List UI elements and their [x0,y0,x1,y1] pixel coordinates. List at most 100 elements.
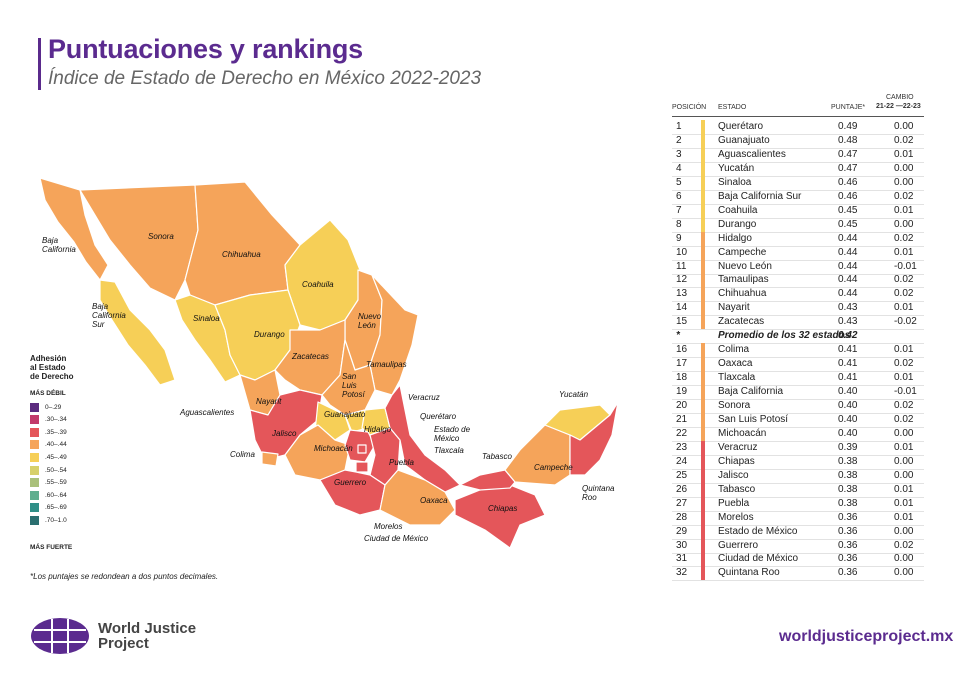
state-cell: Puebla [718,497,750,509]
change-cell: 0.00 [894,469,914,481]
col-header-position: POSICIÓN [672,104,707,111]
map-label: Baja California [42,236,76,254]
map-label: Sonora [148,232,174,241]
rank-cell: 18 [676,372,688,384]
legend-item: .40–.44 [30,440,67,450]
legend-label: 0–.29 [45,403,62,411]
table-row: 24 Chiapas 0.38 0.00 [672,454,924,470]
table-row: 7 Coahuila 0.45 0.01 [672,203,924,219]
legend-swatch [30,478,39,488]
website-url[interactable]: worldjusticeproject.mx [779,628,954,645]
score-color-bar [701,147,705,162]
state-cell: Campeche [718,246,767,258]
legend-item: .45–.49 [30,452,67,462]
rank-cell: * [676,330,680,342]
score-cell: 0.36 [838,525,858,537]
score-color-bar [701,552,705,567]
legend-label: .65–.69 [45,504,67,512]
row-divider [672,343,924,345]
rank-cell: 6 [676,190,682,202]
score-cell: 0.44 [838,260,858,272]
row-divider [672,440,924,442]
row-divider [672,245,924,247]
change-cell: 0.02 [894,413,914,425]
change-cell: 0.01 [894,441,914,453]
score-cell: 0.36 [838,539,858,551]
legend-item: .60–.64 [30,490,67,500]
score-color-bar [701,371,705,386]
map-label: Chiapas [488,504,518,513]
rank-cell: 14 [676,302,688,314]
table-row: 23 Veracruz 0.39 0.01 [672,440,924,456]
title-accent-bar [38,38,41,90]
col-header-score: PUNTAJE* [831,104,866,111]
score-color-bar [701,399,705,413]
map-label: Colima [230,450,255,459]
change-cell: 0.01 [894,497,914,509]
page-subtitle: Índice de Estado de Derecho en México 20… [48,68,482,89]
legend-item: .70–1.0 [30,515,67,525]
state-cell: San Luis Potosí [718,413,789,425]
score-color-bar [701,315,705,330]
row-divider [672,566,924,568]
rank-cell: 32 [676,567,688,579]
score-cell: 0.47 [838,148,858,160]
legend-item: 0–.29 [30,402,61,412]
score-color-bar [701,203,705,218]
change-cell: 0.01 [894,483,914,495]
change-cell: 0.00 [894,427,914,439]
score-color-bar [701,343,705,358]
map-label: Tlaxcala [434,446,464,455]
row-divider [672,371,924,373]
score-cell: 0.49 [838,121,858,132]
change-cell: 0.02 [894,358,914,370]
rank-cell: 17 [676,358,688,370]
change-cell: 0.00 [894,525,914,537]
score-cell: 0.38 [838,455,858,467]
map-label: Estado de México [434,425,471,443]
table-row: 31 Ciudad de México 0.36 0.00 [672,552,924,568]
legend-swatch [30,490,39,500]
rank-cell: 31 [676,553,688,565]
row-divider [672,161,924,163]
score-color-bar [701,245,705,260]
score-cell: 0.44 [838,288,858,300]
row-divider [672,315,924,317]
map-label: Guanajuato [324,410,366,419]
table-row: 9 Hidalgo 0.44 0.02 [672,231,924,247]
score-cell: 0.41 [838,372,858,384]
score-cell: 0.40 [838,400,858,411]
rank-cell: 15 [676,316,688,328]
map-state-ciudad-de-mexico [357,444,367,454]
row-divider [672,538,924,540]
table-row: 18 Tlaxcala 0.41 0.01 [672,371,924,387]
change-cell: 0.02 [894,232,914,244]
table-row: 17 Oaxaca 0.41 0.02 [672,357,924,373]
table-row: 19 Baja California 0.40 -0.01 [672,385,924,401]
table-row: 27 Puebla 0.38 0.01 [672,496,924,512]
score-cell: 0.43 [838,302,858,314]
row-divider [672,203,924,205]
row-divider [672,552,924,554]
map-label: Nuevo León [358,312,382,330]
legend-item: .65–.69 [30,503,67,513]
row-divider [672,482,924,484]
rank-cell: 25 [676,469,688,481]
table-row: 16 Colima 0.41 0.01 [672,343,924,359]
state-cell: Tabasco [718,483,756,495]
state-cell: Nayarit [718,302,750,314]
state-cell: Coahuila [718,204,758,216]
map-label: Puebla [389,458,414,467]
score-color-bar [701,231,705,246]
map-label: Morelos [374,522,403,531]
change-cell: 0.02 [894,134,914,146]
map-label: Guerrero [334,478,367,487]
map-label: Ciudad de México [364,534,429,543]
map-state-veracruz [384,384,461,493]
state-cell: Guerrero [718,539,759,551]
row-divider [672,175,924,177]
map-state-chiapas [454,484,546,549]
state-cell: Baja California [718,386,784,398]
rank-cell: 22 [676,427,688,439]
map-state-chihuahua [184,181,301,306]
